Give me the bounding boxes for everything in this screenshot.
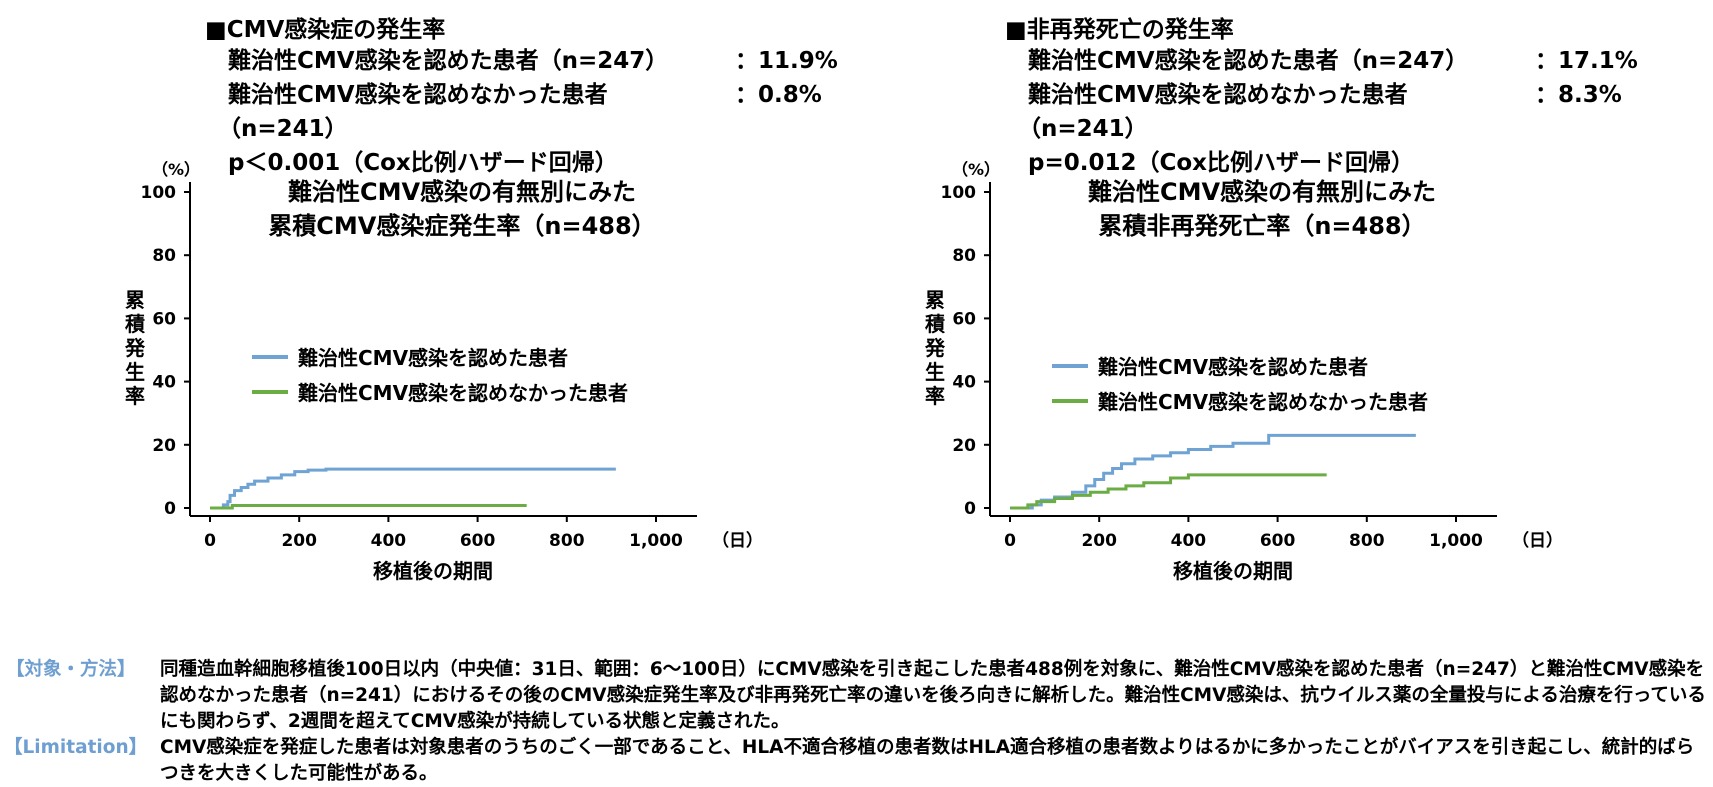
chart-title-line-2: 累積非再発死亡率（n=488） (1098, 212, 1425, 240)
y-tick-label: 0 (964, 499, 976, 519)
y-axis-title-char: 発 (924, 336, 946, 360)
row2-n: （n=241） (1018, 116, 1148, 142)
row1-value: ：11.9% (735, 48, 838, 74)
legend-label-0: 難治性CMV感染を認めた患者 (1098, 355, 1368, 379)
row2-label: 難治性CMV感染を認めなかった患者 (1028, 82, 1408, 108)
y-tick-label: 80 (952, 246, 976, 266)
y-axis-title-char: 発 (124, 336, 146, 360)
legend-label-1: 難治性CMV感染を認めなかった患者 (1098, 390, 1428, 414)
p-value: p=0.012（Cox比例ハザード回帰） (1028, 150, 1415, 176)
x-tick-label: 400 (371, 531, 407, 551)
methods-label: 【対象・方法】 (6, 659, 136, 680)
row2-value: ：8.3% (1535, 82, 1622, 108)
y-axis-title-char: 生 (925, 360, 945, 384)
x-tick-label: 0 (204, 531, 216, 551)
y-unit-label: （%） (152, 160, 200, 179)
row1-label: 難治性CMV感染を認めた患者（n=247） (228, 48, 669, 74)
x-tick-label: 800 (1349, 531, 1385, 551)
y-axis-title-char: 率 (925, 384, 945, 408)
y-tick-label: 40 (952, 373, 976, 393)
y-axis-title-char: 累 (925, 288, 945, 312)
row2-n: （n=241） (218, 116, 348, 142)
panel-title: ■CMV感染症の発生率 (205, 17, 446, 43)
methods-block: 【対象・方法】 同種造血幹細胞移植後100日以内（中央値：31日、範囲：6〜10… (0, 657, 1713, 732)
x-tick-label: 400 (1171, 531, 1207, 551)
row1-value: ：17.1% (1535, 48, 1638, 74)
x-axis-title: 移植後の期間 (1173, 559, 1293, 583)
y-tick-label: 100 (941, 183, 977, 203)
limitation-label: 【Limitation】 (4, 737, 148, 758)
chart-title-line-2: 累積CMV感染症発生率（n=488） (268, 212, 655, 240)
chart-svg: 0 20 40 60 80 100 0 200 400 600 800 1,000 （%） （日） 移植後の… (124, 160, 763, 583)
chart-title-line-1: 難治性CMV感染の有無別にみた (1088, 178, 1436, 206)
y-axis-title-char: 積 (125, 312, 146, 336)
y-tick-label: 40 (152, 373, 176, 393)
methods-text: 同種造血幹細胞移植後100日以内（中央値：31日、範囲：6〜100日）にCMV感… (160, 659, 1706, 732)
y-axis-title-char: 累 (125, 288, 145, 312)
chart-panel-nrm: ■非再発死亡の発生率 難治性CMV感染を認めた患者（n=247） ：17.1% … (800, 0, 1638, 650)
series-line-0 (210, 467, 616, 510)
y-axis-title-char: 積 (925, 312, 946, 336)
y-axis-title-char: 率 (125, 384, 145, 408)
y-tick-label: 20 (152, 436, 176, 456)
x-tick-label: 1,000 (1429, 531, 1483, 551)
x-tick-label: 800 (549, 531, 585, 551)
chart-title-line-1: 難治性CMV感染の有無別にみた (288, 178, 636, 206)
y-tick-label: 100 (141, 183, 177, 203)
limitation-block: 【Limitation】 CMV感染症を発症した患者は対象患者のうちのごく一部で… (0, 735, 1713, 787)
y-unit-label: （%） (952, 160, 1000, 179)
series-line-1 (210, 503, 527, 510)
y-tick-label: 0 (164, 499, 176, 519)
legend-label-0: 難治性CMV感染を認めた患者 (298, 346, 568, 370)
x-axis-title: 移植後の期間 (373, 559, 493, 583)
x-tick-label: 1,000 (629, 531, 683, 551)
panel-title: ■非再発死亡の発生率 (1005, 17, 1234, 43)
x-tick-label: 200 (1081, 531, 1117, 551)
y-tick-label: 20 (952, 436, 976, 456)
y-tick-label: 60 (952, 309, 976, 329)
y-axis-title-char: 生 (125, 360, 145, 384)
row2-label: 難治性CMV感染を認めなかった患者 (228, 82, 608, 108)
series-line-1 (1010, 473, 1327, 510)
x-tick-label: 200 (281, 531, 317, 551)
x-tick-label: 0 (1004, 531, 1016, 551)
y-tick-label: 80 (152, 246, 176, 266)
row1-label: 難治性CMV感染を認めた患者（n=247） (1028, 48, 1469, 74)
x-unit-label: （日） (712, 530, 763, 551)
p-value: p＜0.001（Cox比例ハザード回帰） (228, 150, 618, 176)
legend-label-1: 難治性CMV感染を認めなかった患者 (298, 381, 628, 405)
limitation-text: CMV感染症を発症した患者は対象患者のうちのごく一部であること、HLA不適合移植… (160, 737, 1695, 784)
row2-value: ：0.8% (735, 82, 822, 108)
chart-panel-cmv-disease: ■CMV感染症の発生率 難治性CMV感染を認めた患者（n=247） ：11.9%… (0, 0, 838, 650)
chart-svg: 0 20 40 60 80 100 0 200 400 600 800 1,000 （%） （日） 移植後の… (924, 160, 1563, 583)
x-unit-label: （日） (1512, 530, 1563, 551)
y-tick-label: 60 (152, 309, 176, 329)
x-tick-label: 600 (1260, 531, 1296, 551)
x-tick-label: 600 (460, 531, 496, 551)
